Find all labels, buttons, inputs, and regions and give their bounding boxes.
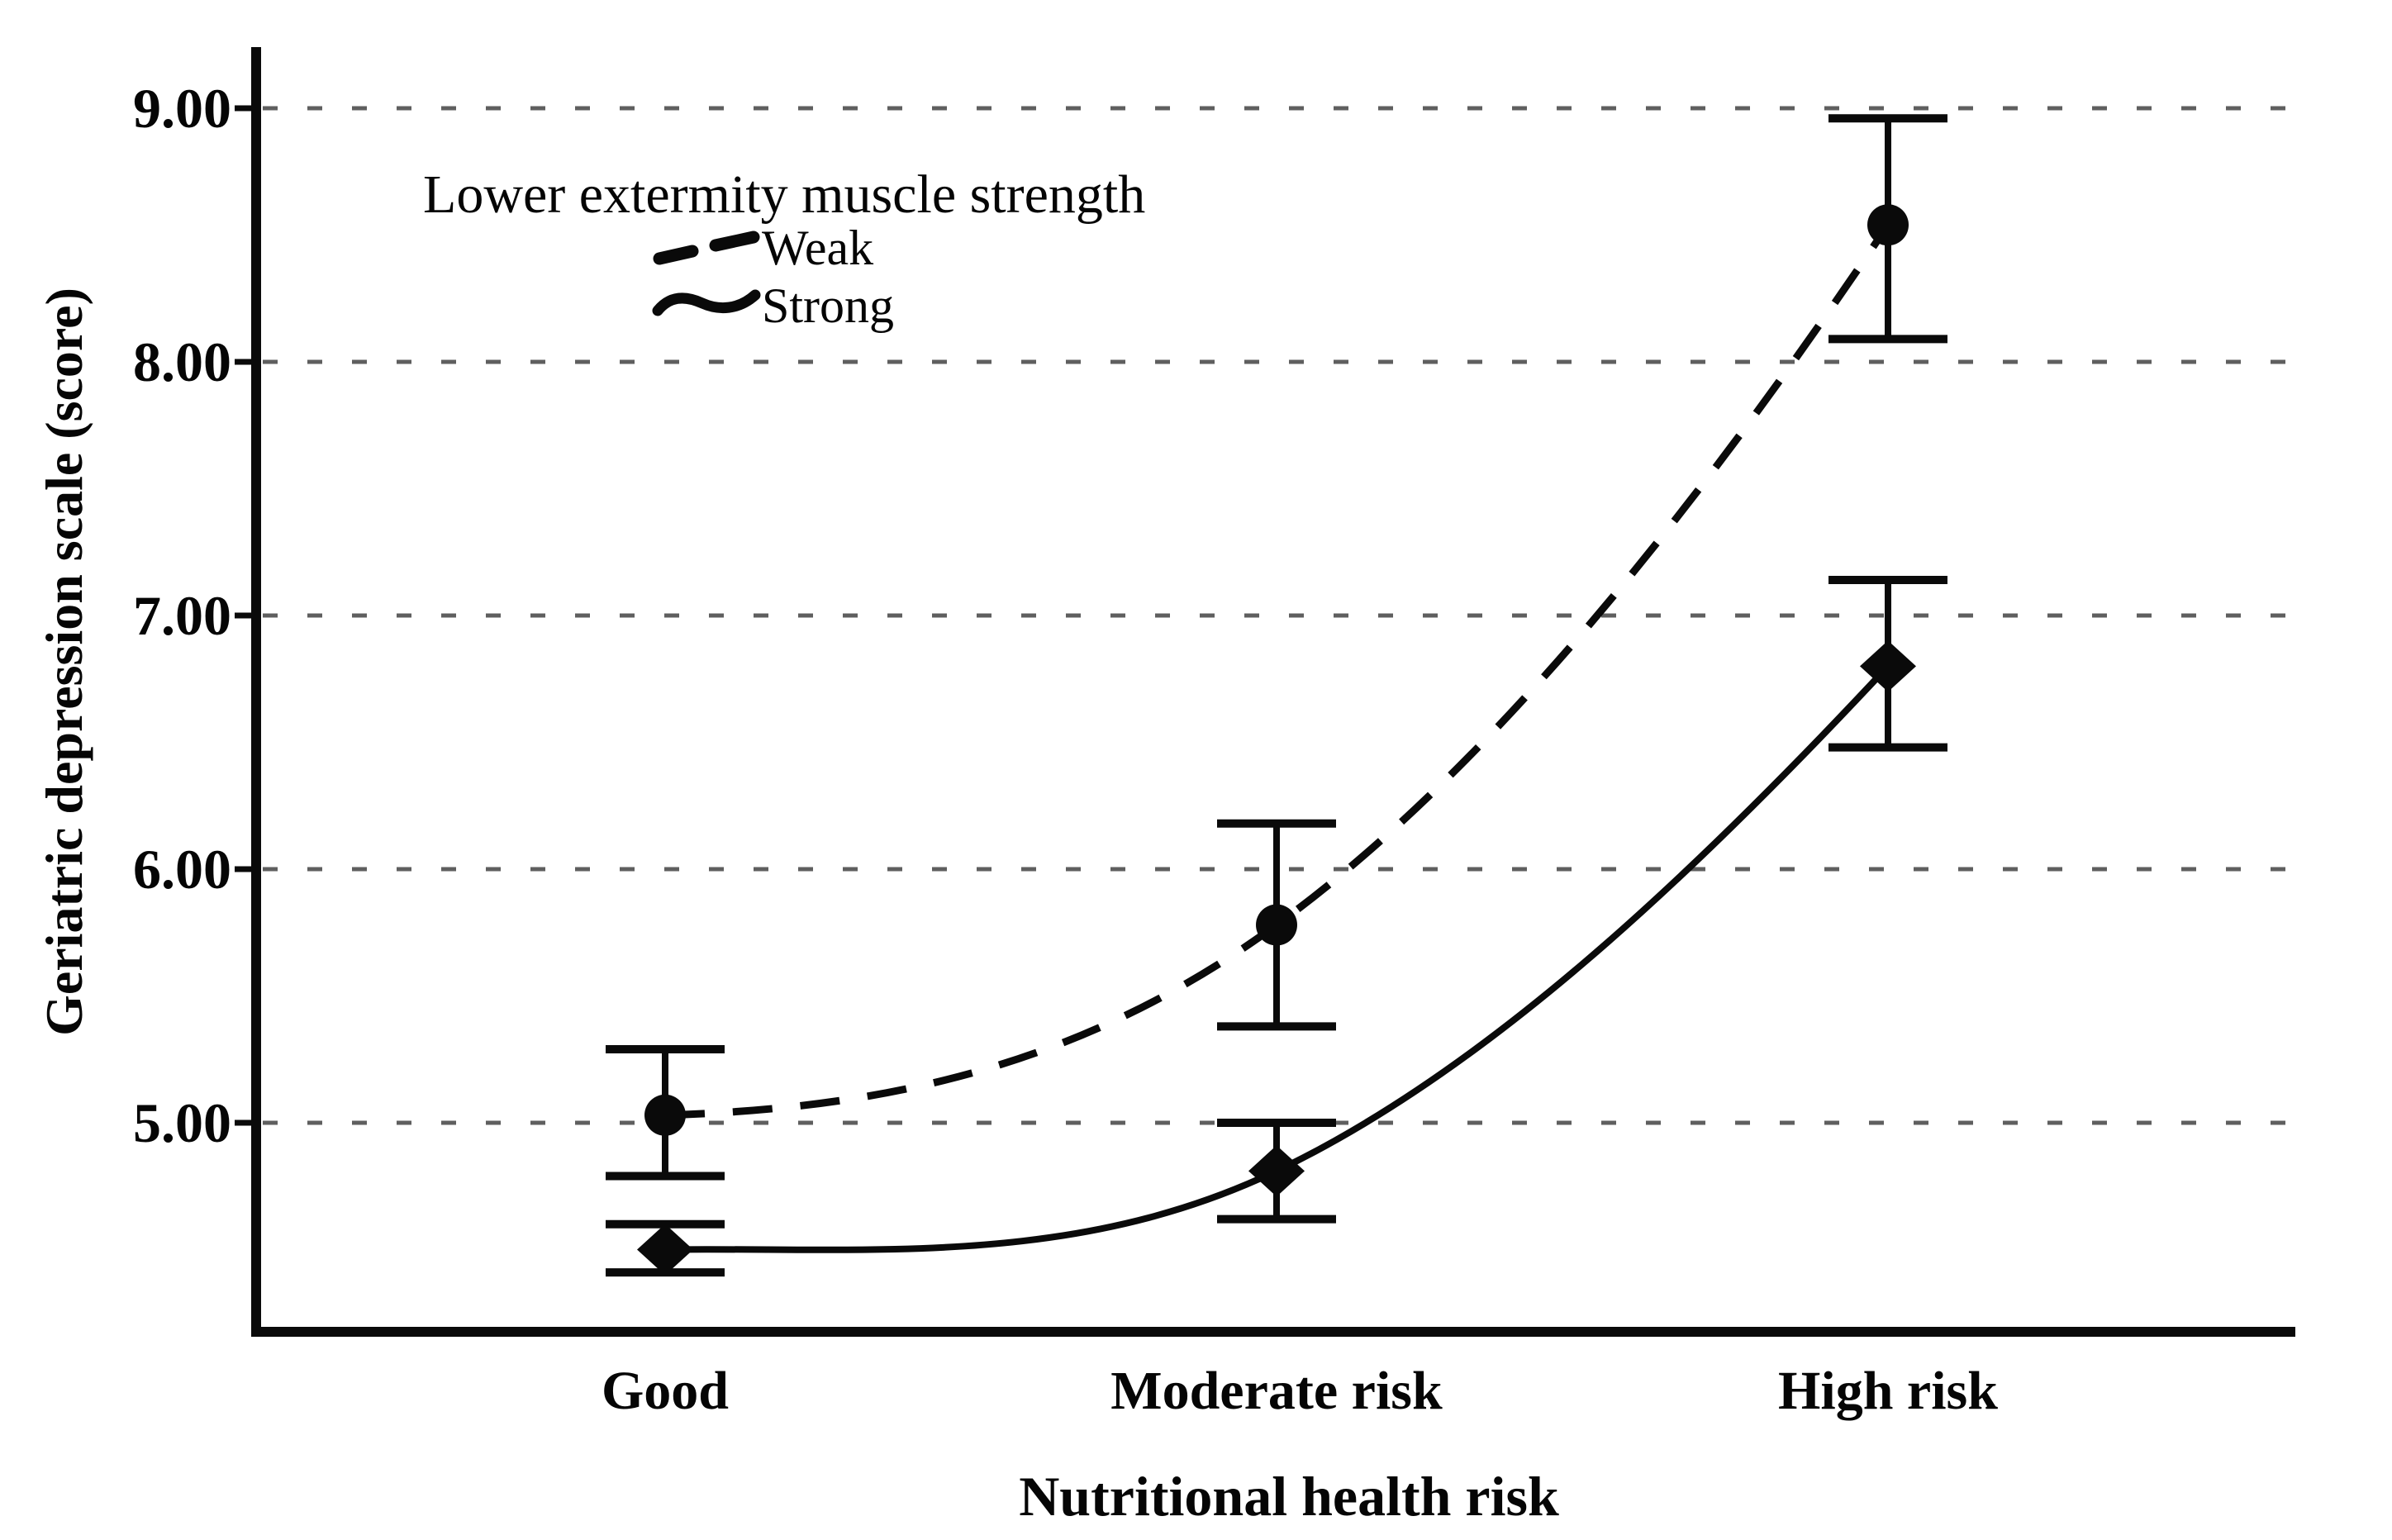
legend-item-strong-label: Strong — [762, 278, 895, 333]
y-tick-label-6: 6.00 — [133, 838, 231, 901]
x-axis-title: Nutritional health risk — [1019, 1465, 1559, 1528]
legend-item-weak-label: Weak — [762, 221, 874, 275]
series-layer — [606, 114, 1947, 1277]
series-strong-curve — [664, 663, 1890, 1253]
y-tick-label-5: 5.00 — [133, 1091, 231, 1154]
legend-strong-swatch — [652, 289, 761, 316]
marker-diamond-high-risk — [1860, 640, 1916, 692]
y-tick-label-9: 9.00 — [133, 77, 231, 140]
x-tick-label-high: High risk — [1778, 1361, 1998, 1421]
marker-circle-high-risk — [1867, 204, 1909, 246]
marker-circle-good — [644, 1094, 686, 1136]
marker-diamond-good — [637, 1224, 693, 1276]
series-weak-curve — [664, 222, 1891, 1119]
marker-circle-moderate-risk — [1256, 904, 1297, 946]
marker-diamond-moderate-risk — [1248, 1145, 1305, 1197]
x-tick-label-moderate: Moderate risk — [1110, 1361, 1443, 1421]
gridlines-layer — [235, 105, 2289, 1126]
legend-weak-swatch — [653, 231, 760, 265]
y-tick-label-7: 7.00 — [133, 584, 231, 647]
y-tick-label-8: 8.00 — [133, 330, 231, 393]
x-tick-label-good: Good — [601, 1361, 730, 1421]
y-axis-title: Geriatric depression scale (score) — [35, 288, 93, 1036]
legend-title: Lower extermity muscle strength — [423, 164, 1146, 225]
